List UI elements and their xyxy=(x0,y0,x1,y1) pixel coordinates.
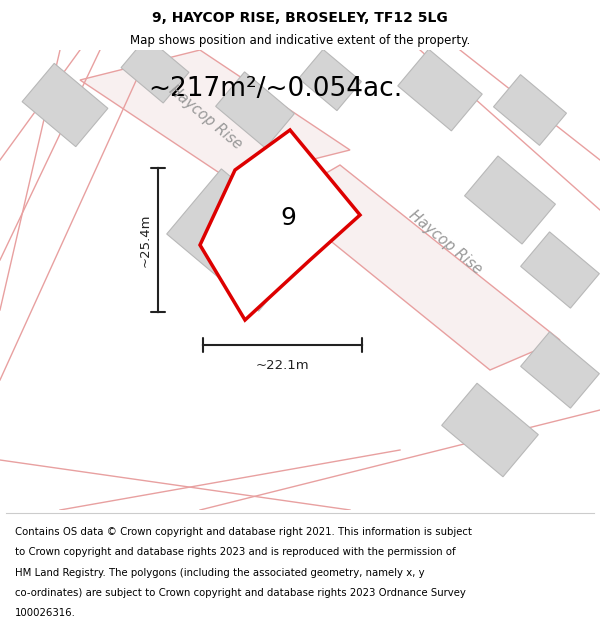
Polygon shape xyxy=(442,383,538,477)
Polygon shape xyxy=(167,169,313,311)
Text: co-ordinates) are subject to Crown copyright and database rights 2023 Ordnance S: co-ordinates) are subject to Crown copyr… xyxy=(15,588,466,598)
Text: 100026316.: 100026316. xyxy=(15,608,76,618)
Text: 9: 9 xyxy=(280,206,296,231)
Polygon shape xyxy=(280,165,560,370)
Polygon shape xyxy=(521,332,599,408)
Polygon shape xyxy=(494,74,566,146)
Text: Contains OS data © Crown copyright and database right 2021. This information is : Contains OS data © Crown copyright and d… xyxy=(15,528,472,538)
Text: Map shows position and indicative extent of the property.: Map shows position and indicative extent… xyxy=(130,34,470,47)
Text: ~217m²/~0.054ac.: ~217m²/~0.054ac. xyxy=(148,76,402,102)
Polygon shape xyxy=(200,130,360,320)
Polygon shape xyxy=(80,50,350,180)
Polygon shape xyxy=(215,72,295,148)
Text: ~25.4m: ~25.4m xyxy=(139,213,152,267)
Text: Haycop Rise: Haycop Rise xyxy=(406,208,484,277)
Polygon shape xyxy=(464,156,556,244)
Text: to Crown copyright and database rights 2023 and is reproduced with the permissio: to Crown copyright and database rights 2… xyxy=(15,548,455,558)
Text: Haycop Rise: Haycop Rise xyxy=(166,82,244,152)
Text: HM Land Registry. The polygons (including the associated geometry, namely x, y: HM Land Registry. The polygons (includin… xyxy=(15,568,425,578)
Polygon shape xyxy=(121,37,189,103)
Text: 9, HAYCOP RISE, BROSELEY, TF12 5LG: 9, HAYCOP RISE, BROSELEY, TF12 5LG xyxy=(152,11,448,25)
Polygon shape xyxy=(398,49,482,131)
Text: ~22.1m: ~22.1m xyxy=(256,359,310,372)
Polygon shape xyxy=(521,232,599,308)
Polygon shape xyxy=(22,63,108,147)
Polygon shape xyxy=(299,49,361,111)
